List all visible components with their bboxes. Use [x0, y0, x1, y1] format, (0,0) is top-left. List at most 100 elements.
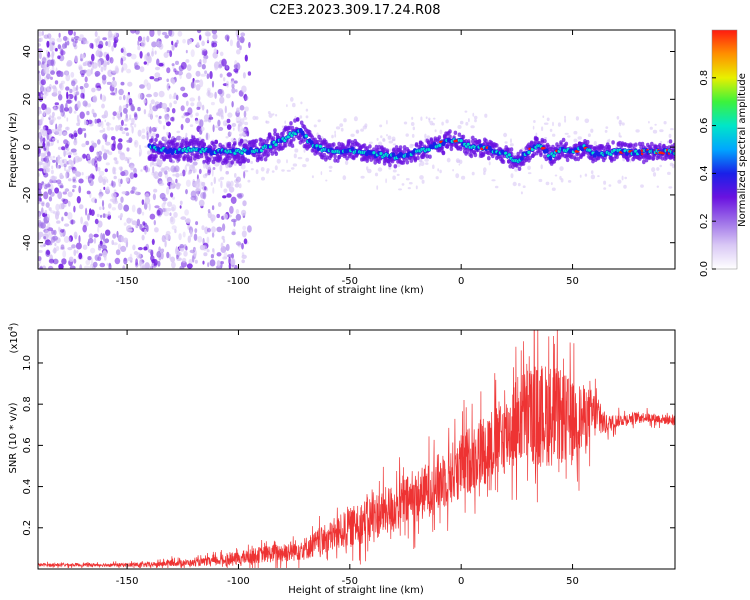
spectrogram-ridge-point	[278, 142, 283, 147]
spectrogram-noise-point	[152, 193, 156, 201]
spectrogram-noise-point	[125, 132, 130, 137]
spectrogram-noise-point	[244, 121, 249, 126]
spectrogram-noise-point	[546, 117, 550, 122]
spectrogram-noise-point	[87, 159, 92, 164]
spectrogram-noise-point	[219, 96, 225, 104]
spectrogram-noise-point	[52, 159, 56, 163]
spectrogram-noise-point	[180, 105, 185, 112]
spectrogram-noise-point	[60, 80, 65, 85]
spectrogram-noise-point	[61, 258, 67, 265]
spectrogram-noise-point	[217, 202, 222, 207]
spectrogram-noise-point	[179, 205, 182, 209]
spectrogram-noise-point	[79, 264, 83, 269]
spectrogram-noise-point	[152, 132, 156, 137]
spectrogram-noise-point	[38, 172, 41, 177]
spectrogram-noise-point	[62, 198, 69, 204]
spectrogram-noise-point	[133, 123, 137, 128]
spectrogram-ridge-max	[662, 151, 665, 155]
spectrogram-ridge-point	[491, 153, 495, 159]
spectrogram-ridge-point	[186, 154, 190, 159]
spectrogram-noise-point	[252, 115, 257, 121]
spectrogram-ridge-peak	[427, 148, 431, 152]
spectrogram-noise-point	[170, 192, 174, 198]
spectrogram-noise-point	[150, 99, 155, 105]
spectrogram-noise-point	[124, 118, 129, 122]
spectrogram-noise-point	[96, 213, 100, 218]
spectrogram-noise-point	[90, 258, 94, 266]
spectrogram-ridge-point	[185, 140, 189, 146]
spectrogram-noise-point	[80, 216, 83, 225]
spectrogram-noise-point	[367, 168, 372, 174]
spectrogram-ridge-point	[243, 157, 248, 162]
spectrogram-noise-point	[83, 265, 90, 269]
spectrogram-noise-point	[53, 105, 56, 110]
spectrogram-noise-point	[154, 66, 161, 71]
spectrogram-noise-point	[409, 143, 414, 149]
spectrogram-noise-point	[94, 160, 98, 168]
spectrogram-noise-point	[63, 163, 67, 168]
spectrogram-noise-point	[117, 149, 122, 155]
spectrogram-ridge-point	[612, 156, 617, 162]
spectrogram-noise-point	[432, 117, 436, 120]
spectrogram-noise-point	[608, 184, 612, 187]
spectrogram-noise-point	[102, 233, 106, 241]
snr-plot-area	[38, 330, 675, 569]
spectrogram-ridge-point	[589, 144, 594, 150]
spectrogram-ridge-point	[393, 164, 398, 169]
spectrogram-noise-point	[420, 116, 423, 121]
spectrogram-noise-point	[147, 132, 152, 137]
spectrogram-noise-point	[106, 81, 112, 85]
colorbar: 0.0 0.2 0.4 0.6 0.8 Normalized spectral ampl…	[699, 29, 748, 277]
spectrogram-noise-point	[290, 167, 295, 170]
spectrogram-noise-point	[197, 190, 200, 197]
spectrogram-noise-point	[38, 60, 42, 66]
spectrogram-noise-point	[202, 49, 208, 56]
spectrogram-ridge-point	[437, 135, 442, 140]
spectrogram-noise-point	[244, 106, 249, 112]
spectrogram-ridge-point	[461, 134, 466, 139]
spectrogram-noise-point	[141, 234, 145, 241]
spectrogram-ridge-point	[392, 147, 396, 152]
spectrogram-noise-point	[88, 178, 94, 181]
spectrogram-noise-point	[360, 175, 365, 179]
spectrogram-ridge-point	[495, 143, 499, 148]
spectrogram-ridge-point	[173, 137, 177, 143]
spectrogram-noise-point	[53, 86, 58, 95]
spectrogram-noise-point	[39, 85, 45, 93]
spectrogram-ridge-point	[213, 144, 217, 149]
spectrogram-ridge-point	[259, 156, 264, 162]
spectrogram-noise-point	[238, 177, 241, 181]
spectrogram-noise-point	[156, 162, 158, 166]
spectrogram-noise-point	[201, 225, 205, 231]
spectrogram-noise-point	[514, 168, 518, 172]
spectrogram-noise-point	[374, 172, 379, 177]
spectrogram-noise-point	[168, 30, 173, 37]
spectrogram-noise-point	[189, 124, 194, 127]
spectrogram-noise-point	[391, 136, 396, 142]
spectrogram-noise-point	[137, 247, 143, 251]
spectrogram-noise-point	[557, 122, 561, 127]
spectrogram-ridge-point	[373, 160, 378, 165]
spectrogram-ridge-peak	[552, 154, 556, 158]
spectrogram-ridge-point	[484, 138, 488, 144]
spectrogram-noise-point	[66, 99, 72, 104]
spectrogram-noise-point	[398, 188, 402, 191]
spectrogram-noise-point	[63, 149, 66, 157]
spectrogram-noise-point	[145, 167, 151, 173]
spectrogram-noise-point	[170, 216, 174, 223]
spectrogram-noise-point	[195, 84, 201, 91]
spectrogram-noise-point	[484, 113, 488, 118]
spectrogram-noise-point	[128, 137, 133, 144]
spectrogram-noise-point	[87, 103, 91, 108]
spectrogram-ridge-point	[211, 159, 216, 165]
spectrogram-noise-point	[577, 136, 582, 140]
spectrogram-noise-point	[185, 245, 188, 251]
spectrogram-noise-point	[92, 112, 97, 118]
spectrogram-noise-point	[242, 72, 246, 79]
spectrogram-ridge-point	[585, 139, 590, 145]
spectrogram-noise-point	[90, 247, 96, 254]
spectrogram-ridge-point	[436, 138, 440, 144]
x-tick-label: -100	[227, 276, 250, 287]
spectrogram-noise-point	[38, 70, 41, 74]
spectrogram-noise-point	[156, 58, 160, 66]
